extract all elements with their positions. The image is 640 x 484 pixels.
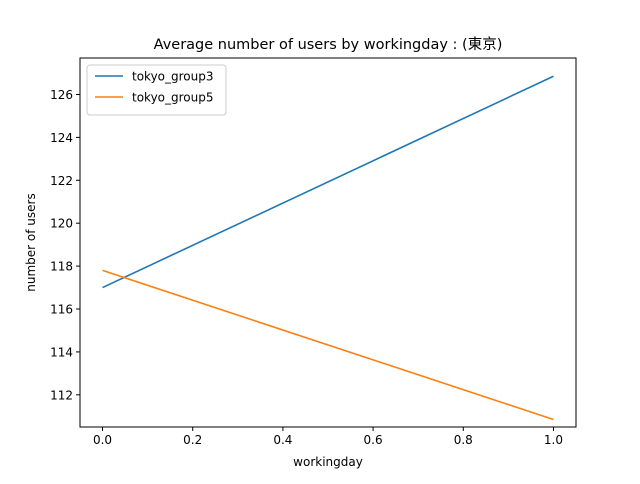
legend-box (86, 64, 227, 116)
series-layer (102, 75, 554, 421)
legend: tokyo_group3 tokyo_group5 (86, 64, 227, 116)
x-tick-label: 0.6 (364, 433, 383, 447)
y-axis-label: number of users (24, 193, 38, 291)
chart-title: Average number of users by workingday : … (154, 36, 503, 53)
y-tick-label: 118 (50, 260, 73, 274)
y-tick-label: 122 (50, 174, 73, 188)
x-tick-label: 0.0 (93, 433, 112, 447)
y-tick-label: 126 (50, 88, 73, 102)
x-tick-label: 1.0 (544, 433, 563, 447)
series-line-tokyo_group3 (102, 75, 554, 289)
x-axis-label: workingday (293, 455, 363, 469)
x-tick-label: 0.4 (273, 433, 292, 447)
plot-frame (79, 57, 577, 428)
series-line-tokyo_group5 (102, 269, 554, 421)
y-tick-label: 116 (50, 303, 73, 317)
x-tick-label: 0.8 (454, 433, 473, 447)
x-tick-label: 0.2 (183, 433, 202, 447)
y-tick-label: 120 (50, 217, 73, 231)
y-axis: 112 114 116 118 120 122 124 126 (50, 88, 80, 402)
y-tick-label: 124 (50, 131, 73, 145)
x-axis: 0.0 0.2 0.4 0.6 0.8 1.0 (93, 427, 563, 447)
y-tick-label: 112 (50, 388, 73, 402)
legend-label-tokyo_group3: tokyo_group3 (132, 70, 214, 84)
y-tick-label: 114 (50, 345, 73, 359)
legend-label-tokyo_group5: tokyo_group5 (132, 91, 214, 105)
